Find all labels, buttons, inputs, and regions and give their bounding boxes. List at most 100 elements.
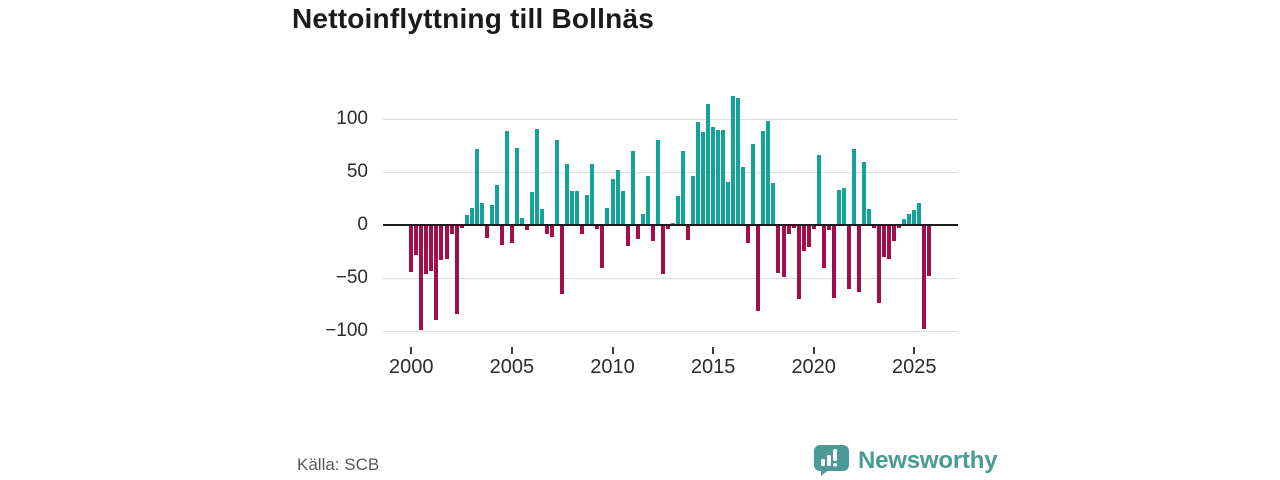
bar-negative: [877, 226, 882, 304]
bar-positive: [680, 150, 685, 225]
bar-positive: [816, 155, 821, 225]
bar-negative: [650, 226, 655, 241]
bar-negative: [756, 226, 761, 311]
newsworthy-logo: Newsworthy: [813, 444, 998, 477]
bar-negative: [746, 226, 751, 243]
bar-negative: [524, 226, 529, 231]
bar-negative: [429, 226, 434, 271]
bar-positive: [474, 148, 479, 225]
bar-negative: [550, 226, 555, 237]
newsworthy-wordmark: Newsworthy: [858, 446, 998, 474]
bar-positive: [726, 181, 731, 225]
bar-positive: [761, 130, 766, 225]
bar-positive: [841, 187, 846, 225]
bar-negative: [887, 226, 892, 259]
bar-negative: [856, 226, 861, 292]
bar-negative: [811, 226, 816, 230]
bar-positive: [610, 179, 615, 225]
bar-negative: [826, 226, 831, 231]
x-axis-tick: [812, 347, 815, 354]
x-axis-tick-label: 2000: [389, 356, 434, 378]
bar-negative: [545, 226, 550, 235]
bar-positive: [479, 202, 484, 225]
bar-negative: [831, 226, 836, 299]
bar-negative: [801, 226, 806, 252]
bar-negative: [791, 226, 796, 229]
bar-negative: [424, 226, 429, 274]
bar-positive: [640, 214, 645, 225]
bar-negative: [449, 226, 454, 235]
bar-negative: [786, 226, 791, 235]
bar-negative: [897, 226, 902, 229]
bar-positive: [716, 129, 721, 225]
bar-negative: [776, 226, 781, 273]
bar-positive: [706, 104, 711, 225]
bar-positive: [655, 140, 660, 225]
source-note: Källa: SCB: [297, 455, 380, 474]
bar-positive: [711, 127, 716, 225]
bar-positive: [555, 140, 560, 225]
bar-negative: [484, 226, 489, 238]
bar-negative: [781, 226, 786, 277]
bar-negative: [444, 226, 449, 259]
y-axis-tick-label: 100: [336, 108, 368, 129]
bar-negative: [434, 226, 439, 321]
page-title: Nettoinflyttning till Bollnäs: [292, 3, 654, 34]
bar-positive: [489, 204, 494, 225]
x-axis-tick-label: 2020: [791, 356, 836, 378]
bar-positive: [912, 210, 917, 225]
bar-positive: [519, 217, 524, 225]
bar-negative: [414, 226, 419, 255]
bar-positive: [585, 195, 590, 225]
bar-negative: [409, 226, 414, 272]
bar-negative: [595, 226, 600, 230]
bar-positive: [620, 191, 625, 225]
bar-positive: [696, 122, 700, 225]
bar-positive: [721, 129, 726, 225]
bar-positive: [565, 163, 570, 225]
x-axis-tick: [510, 347, 513, 354]
bar-positive: [836, 190, 841, 225]
bar-negative: [660, 226, 665, 274]
bar-positive: [736, 97, 741, 225]
bar-negative: [509, 226, 514, 243]
bar-negative: [560, 226, 565, 294]
bar-positive: [675, 196, 680, 225]
y-axis-tick-label: −50: [335, 267, 368, 288]
bar-negative: [927, 226, 932, 276]
x-axis-tick: [712, 347, 715, 354]
bar-negative: [821, 226, 826, 269]
bar-positive: [575, 191, 580, 225]
gridline: [383, 172, 958, 173]
bar-positive: [590, 163, 595, 225]
y-axis-tick-label: 0: [357, 214, 368, 235]
bar-positive: [494, 184, 499, 225]
bar-negative: [439, 226, 444, 260]
bar-positive: [766, 121, 771, 225]
gridline: [383, 331, 958, 332]
bar-negative: [796, 226, 801, 300]
gridline: [383, 119, 958, 120]
bar-negative: [459, 226, 464, 229]
x-axis-tick-label: 2005: [489, 356, 535, 378]
bar-negative: [685, 226, 690, 240]
x-axis-tick-label: 2025: [892, 356, 937, 378]
bar-positive: [630, 150, 635, 225]
bar-negative: [806, 226, 811, 248]
bar-positive: [917, 202, 922, 225]
bar-positive: [771, 182, 776, 225]
bar-positive: [504, 130, 509, 225]
bar-positive: [615, 169, 620, 225]
x-axis-tick-label: 2015: [690, 356, 736, 378]
bar-positive: [862, 162, 866, 225]
bar-positive: [907, 214, 912, 225]
bar-positive: [867, 209, 872, 225]
bar-positive: [701, 131, 706, 225]
bar-positive: [851, 148, 856, 225]
bar-negative: [635, 226, 640, 239]
newsworthy-logo-icon: [813, 444, 850, 477]
bar-positive: [530, 192, 535, 225]
bar-positive: [605, 208, 610, 225]
y-axis-tick-label: −100: [325, 320, 368, 341]
